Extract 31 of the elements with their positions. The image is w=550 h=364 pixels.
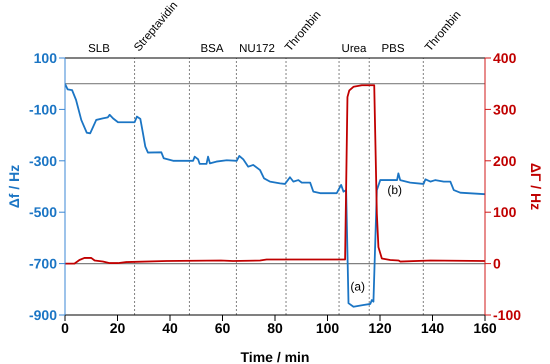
annotation: (a) <box>350 279 366 294</box>
x-tick-label: 80 <box>267 320 283 336</box>
y-tick-label: 100 <box>34 50 58 66</box>
x-tick-label: 120 <box>368 320 392 336</box>
y-tick-label: -900 <box>28 306 58 323</box>
y-tick-label: -700 <box>28 256 58 272</box>
line-series <box>65 84 485 264</box>
text: NU172 <box>239 43 275 55</box>
text: BSA <box>200 43 224 55</box>
x-axis-title: Time / min <box>240 349 310 364</box>
x-tick-label: 20 <box>110 320 126 336</box>
y2-tick-label: 200 <box>493 152 517 169</box>
x-tick-label: 100 <box>316 320 340 336</box>
y-tick-label: -300 <box>28 152 58 169</box>
y2-tick-label: 100 <box>493 204 517 220</box>
x-tick-label: 140 <box>420 320 444 336</box>
annotation: (b) <box>387 183 402 198</box>
text: SLB <box>88 43 110 55</box>
y-tick-label: -500 <box>28 204 58 220</box>
text: PBS <box>381 43 405 55</box>
text: Urea <box>342 43 368 55</box>
x-tick-label: 40 <box>162 320 178 336</box>
y2-tick-label: 0 <box>493 256 501 272</box>
y2-tick-label: 300 <box>493 101 517 118</box>
y2-axis-title: ΔΓ / Hz <box>528 162 544 210</box>
x-tick-label: 60 <box>214 320 230 336</box>
y2-tick-label: 400 <box>493 50 517 66</box>
y-tick-label: -100 <box>28 101 58 118</box>
x-tick-label: 0 <box>61 320 70 336</box>
line-series <box>65 82 485 308</box>
y-axis-title: Δf / Hz <box>6 164 22 208</box>
